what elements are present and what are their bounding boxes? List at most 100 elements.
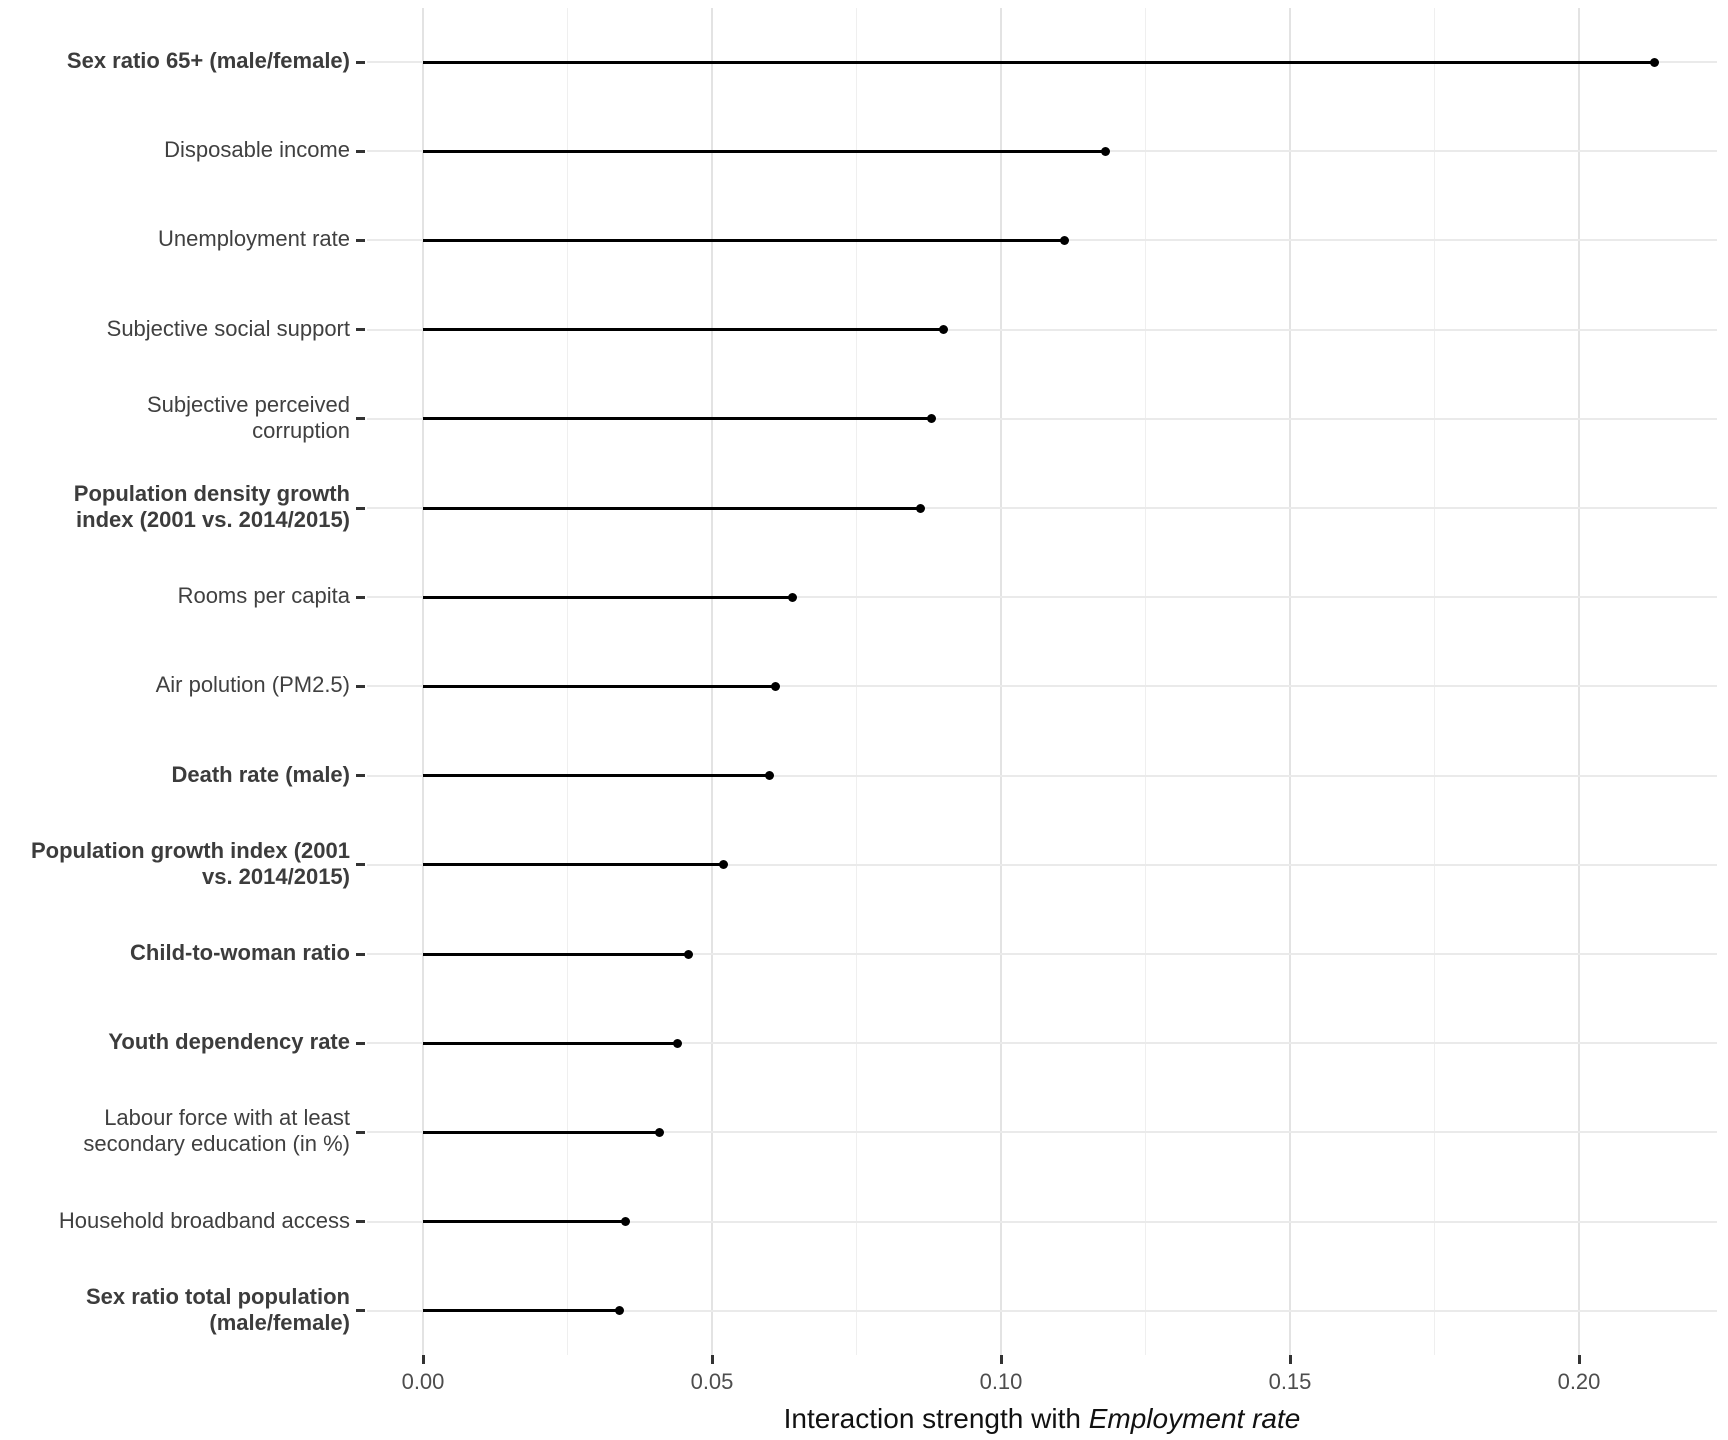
- y-axis-label-line: Child-to-woman ratio: [130, 940, 350, 965]
- lollipop-dot: [655, 1127, 665, 1137]
- x-gridline-minor: [856, 8, 857, 1355]
- x-gridline-minor: [567, 8, 568, 1355]
- y-axis-label-line: Subjective social support: [106, 315, 350, 341]
- lollipop-segment: [423, 1130, 660, 1134]
- lollipop-segment: [423, 1041, 678, 1045]
- row-gridline: [367, 685, 1717, 688]
- x-gridline-major: [1289, 8, 1291, 1355]
- x-gridline-major: [422, 8, 424, 1355]
- y-axis-label-line: Sex ratio 65+ (male/female): [66, 48, 350, 73]
- lollipop-segment: [423, 506, 921, 510]
- y-axis-tick: [356, 328, 365, 332]
- y-axis-label-line: Air polution (PM2.5): [155, 672, 350, 698]
- y-axis-tick: [356, 952, 365, 956]
- row-gridline: [367, 774, 1717, 777]
- x-axis-tick: [1288, 1355, 1292, 1364]
- x-axis-title: Interaction strength with Employment rat…: [367, 1403, 1717, 1435]
- y-axis-tick: [356, 774, 365, 778]
- y-axis-label-line: Population growth index (2001: [30, 837, 350, 863]
- lollipop-segment: [423, 328, 944, 332]
- y-axis-label-line: Rooms per capita: [177, 583, 350, 609]
- y-axis-tick: [356, 863, 365, 867]
- row-gridline: [367, 328, 1717, 331]
- x-axis-tick-label: 0.20: [1557, 1369, 1601, 1394]
- lollipop-segment: [423, 774, 770, 778]
- y-axis-tick: [356, 1130, 365, 1134]
- row-gridline: [367, 507, 1717, 509]
- y-axis-label: Subjective social support: [0, 316, 350, 342]
- x-axis-tick-label: 0.05: [690, 1369, 734, 1394]
- x-axis-tick: [710, 1355, 714, 1364]
- y-axis-label: Child-to-woman ratio: [0, 940, 350, 966]
- row-gridline: [367, 953, 1717, 955]
- x-axis-tick-label: 0.10: [979, 1369, 1023, 1394]
- y-axis-label: Air polution (PM2.5): [0, 672, 350, 698]
- y-axis-label: Labour force with at least secondary educ…: [0, 1105, 350, 1157]
- lollipop-dot: [1100, 146, 1110, 156]
- y-axis-label: Subjective perceived corruption: [0, 392, 350, 444]
- lollipop-segment: [423, 952, 689, 956]
- y-axis-label-line: corruption: [252, 417, 350, 443]
- y-axis-tick: [356, 506, 365, 510]
- lollipop-segment: [423, 149, 1106, 153]
- lollipop-dot: [1060, 235, 1070, 245]
- y-axis-tick: [356, 684, 365, 688]
- y-axis-label: Household broadband access: [0, 1208, 350, 1234]
- y-axis-label-line: Sex ratio total population: [85, 1283, 350, 1309]
- lollipop-segment: [423, 238, 1065, 242]
- lollipop-segment: [423, 60, 1655, 64]
- row-gridline: [367, 863, 1717, 866]
- y-axis-label-line: Unemployment rate: [158, 226, 350, 252]
- row-gridline: [367, 1220, 1717, 1223]
- y-axis-label: Youth dependency rate: [0, 1029, 350, 1055]
- x-axis-tick: [1577, 1355, 1581, 1364]
- y-axis-tick: [356, 149, 365, 153]
- lollipop-segment: [423, 1309, 620, 1313]
- lollipop-segment: [423, 1220, 626, 1224]
- lollipop-dot: [684, 949, 694, 959]
- y-axis-tick: [356, 238, 365, 242]
- x-axis-title-italic-text: Employment rate: [1088, 1403, 1301, 1434]
- lollipop-dot: [915, 503, 925, 513]
- y-axis-label-line: secondary education (in %): [83, 1131, 350, 1157]
- y-axis-label: Disposable income: [0, 137, 350, 163]
- y-axis-tick: [356, 1309, 365, 1313]
- x-axis-tick-label: 0.00: [401, 1369, 445, 1394]
- y-axis-tick: [356, 595, 365, 599]
- y-axis-label: Population density growth index (2001 vs.…: [0, 481, 350, 533]
- x-axis-tick: [999, 1355, 1003, 1364]
- lollipop-dot: [1649, 57, 1659, 67]
- lollipop-dot: [938, 325, 948, 335]
- row-gridline: [367, 1042, 1717, 1045]
- y-axis-tick: [356, 60, 365, 64]
- plot-panel: [367, 8, 1717, 1355]
- lollipop-dot: [771, 681, 781, 691]
- lollipop-segment: [423, 684, 776, 688]
- x-axis-title-text: Interaction strength with: [783, 1403, 1089, 1434]
- y-axis-label-line: Household broadband access: [58, 1207, 350, 1233]
- y-axis-label: Unemployment rate: [0, 226, 350, 252]
- lollipop-segment: [423, 595, 793, 599]
- x-gridline-minor: [1145, 8, 1146, 1355]
- y-axis-label: Sex ratio 65+ (male/female): [0, 48, 350, 74]
- lollipop-segment: [423, 863, 724, 867]
- x-axis-tick: [421, 1355, 425, 1364]
- y-axis-label-line: index (2001 vs. 2014/2015): [76, 507, 350, 532]
- lollipop-dot: [765, 771, 775, 781]
- y-axis-label-line: (male/female): [209, 1309, 350, 1335]
- lollipop-dot: [672, 1038, 682, 1048]
- x-gridline-major: [1578, 8, 1580, 1355]
- x-axis-tick-label: 0.15: [1268, 1369, 1312, 1394]
- lollipop-dot: [620, 1217, 630, 1227]
- y-axis-label-line: Population density growth: [73, 481, 350, 506]
- lollipop-segment: [423, 417, 932, 421]
- row-gridline: [367, 1131, 1717, 1134]
- y-axis-tick: [356, 1220, 365, 1224]
- lollipop-dot: [615, 1306, 625, 1316]
- lollipop-dot: [719, 860, 729, 870]
- x-gridline-major: [1000, 8, 1002, 1355]
- x-gridline-major: [711, 8, 713, 1355]
- y-axis-tick: [356, 417, 365, 421]
- y-axis-label: Sex ratio total population (male/female): [0, 1284, 350, 1336]
